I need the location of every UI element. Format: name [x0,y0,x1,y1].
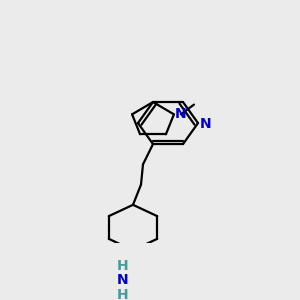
Text: N: N [117,273,129,287]
Text: H: H [117,288,129,300]
Text: N: N [200,117,212,131]
Text: N: N [175,107,187,121]
Text: H: H [117,259,129,273]
